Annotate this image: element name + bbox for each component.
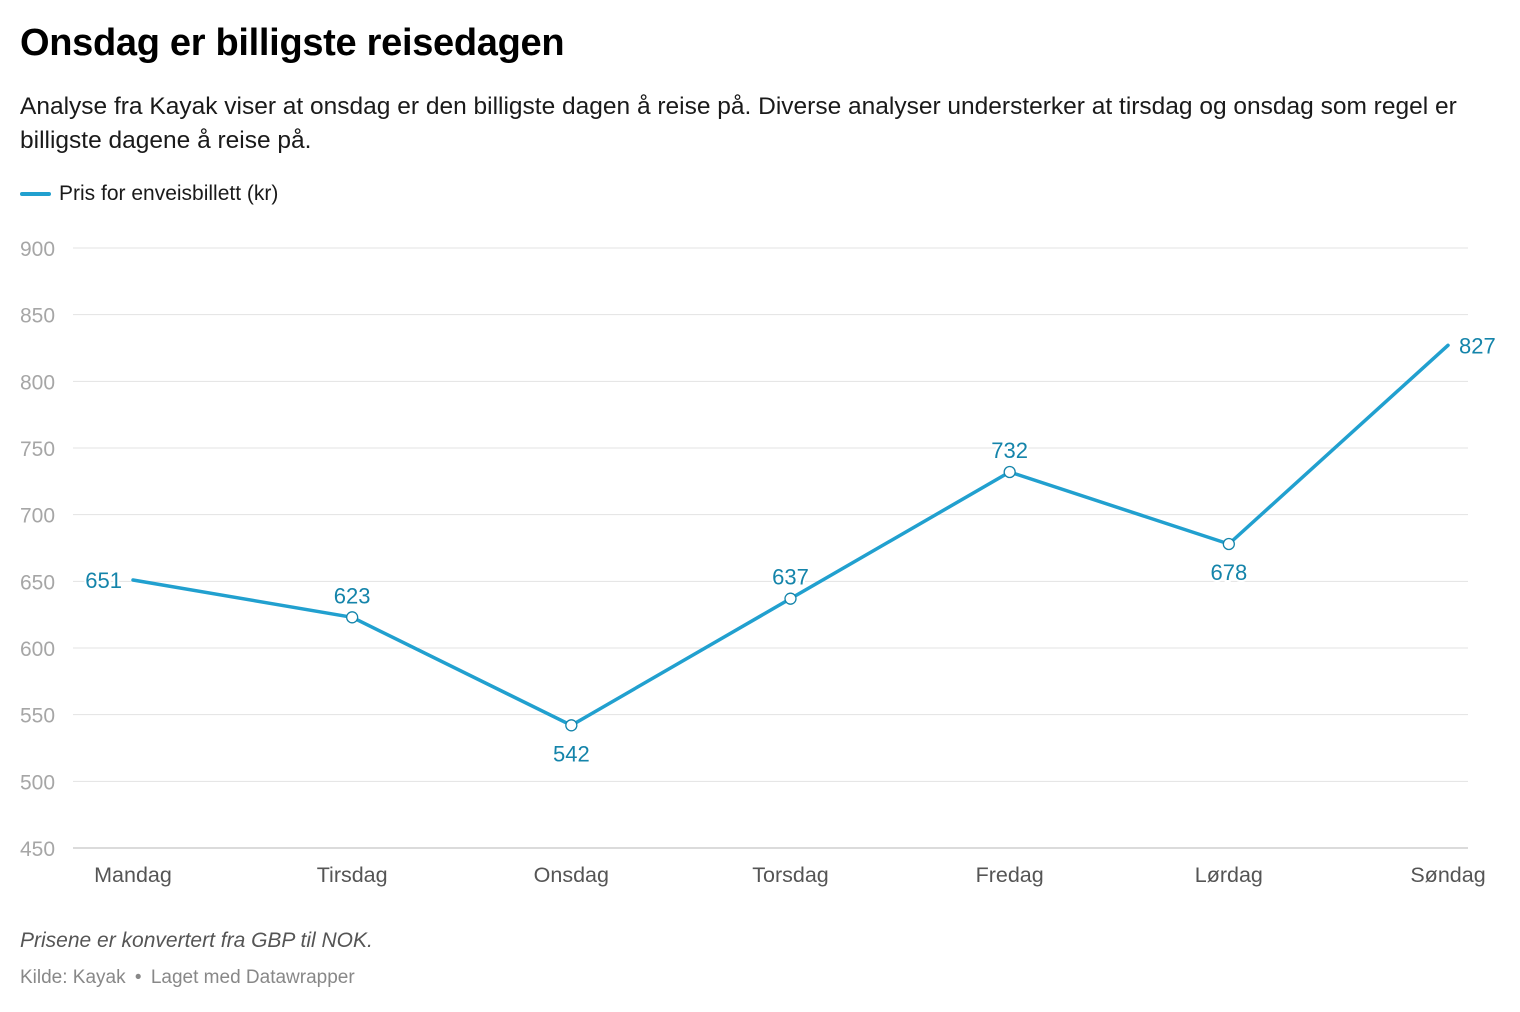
y-tick-label-700: 700 (20, 505, 55, 528)
legend-swatch (20, 192, 51, 196)
x-tick-label-mandag: Mandag (94, 863, 172, 887)
x-tick-label-tirsdag: Tirsdag (317, 863, 388, 887)
y-tick-label-600: 600 (20, 638, 55, 661)
chart-subtitle: Analyse fra Kayak viser at onsdag er den… (20, 93, 1457, 154)
data-point-torsdag (784, 592, 797, 605)
data-point-fredag (1003, 465, 1016, 479)
y-tick-label-900: 900 (20, 238, 55, 261)
y-tick-label-800: 800 (20, 371, 55, 394)
data-point-onsdag (565, 719, 578, 732)
legend-label: Pris for enveisbillett (kr) (59, 182, 279, 205)
chart-notes: Prisene er konvertert fra GBP til NOK. (20, 929, 373, 952)
series-line (131, 343, 1450, 728)
data-label-fredag: 732 (991, 438, 1028, 463)
x-tick-label-onsdag: Onsdag (534, 863, 609, 887)
points-layer (346, 465, 1235, 732)
data-label-torsdag: 637 (772, 565, 809, 590)
y-tick-label-550: 550 (20, 705, 55, 728)
data-labels-layer: 651 623 542 637 732 678 827 (83, 331, 1497, 768)
x-tick-label-søndag: Søndag (1410, 863, 1485, 887)
x-tick-label-torsdag: Torsdag (752, 863, 829, 887)
y-tick-label-450: 450 (20, 838, 55, 861)
made-with-label: Laget med Datawrapper (150, 967, 355, 988)
data-label-tirsdag: 623 (334, 583, 371, 608)
data-label-mandag: 651 (85, 568, 122, 593)
y-tick-label-500: 500 (20, 771, 55, 794)
source-label: Kilde: Kayak (20, 967, 126, 988)
x-axis: Mandag Tirsdag Onsdag Torsdag Fredag Lørdag Sø… (94, 863, 1486, 887)
data-label-lørdag: 678 (1210, 560, 1247, 585)
y-axis: 450 500 550 600 650 700 750 800 850 900 (20, 238, 55, 861)
x-tick-label-lørdag: Lørdag (1195, 863, 1263, 887)
chart-title: Onsdag er billigste reisedagen (20, 22, 565, 64)
data-label-onsdag: 542 (553, 741, 590, 766)
data-point-tirsdag (346, 611, 359, 624)
data-point-lørdag (1222, 537, 1235, 551)
grid-layer (73, 247, 1468, 849)
y-tick-label-750: 750 (20, 438, 55, 461)
legend: Pris for enveisbillett (kr) (20, 182, 278, 206)
chart-source: Kilde: Kayak • Laget med Datawrapper (20, 967, 355, 989)
source-separator: • (134, 967, 142, 988)
y-tick-label-650: 650 (20, 571, 55, 594)
x-tick-label-fredag: Fredag (976, 863, 1044, 887)
series-layer (131, 343, 1450, 728)
y-tick-label-850: 850 (20, 305, 55, 328)
data-label-søndag: 827 (1459, 333, 1496, 358)
